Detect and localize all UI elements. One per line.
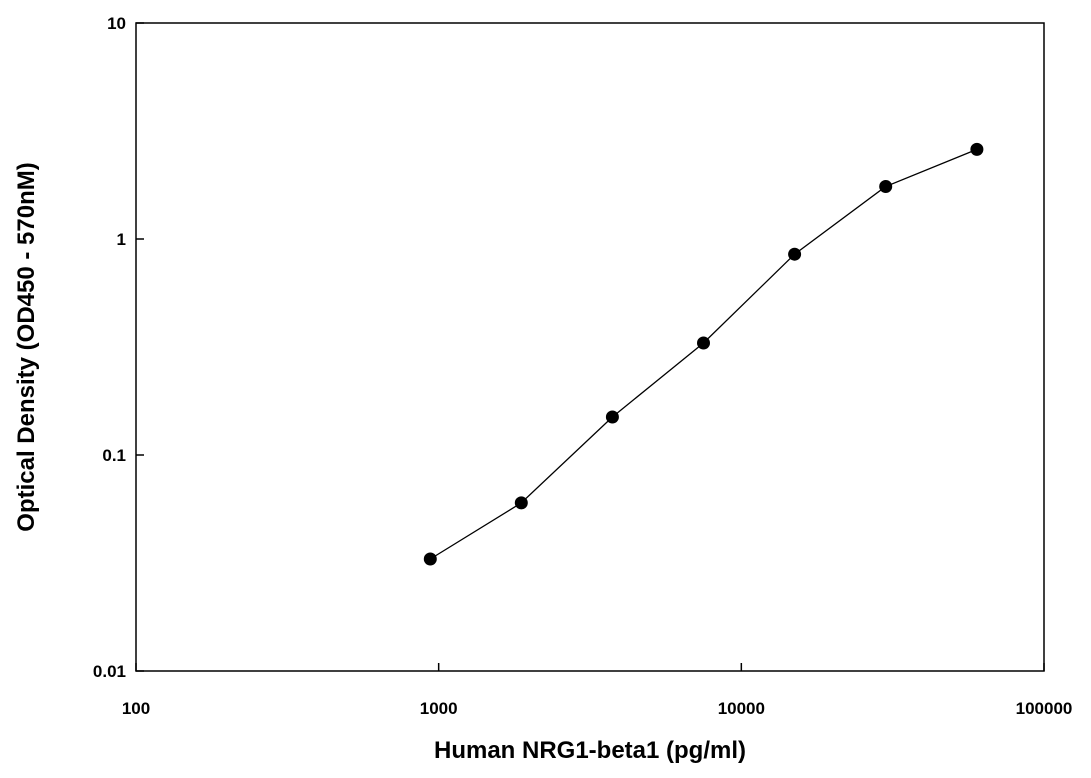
- x-axis-title: Human NRG1-beta1 (pg/ml): [434, 737, 746, 764]
- y-tick-label: 0.01: [93, 662, 126, 681]
- x-tick-label: 10000: [718, 699, 765, 718]
- x-axis: 100 1000 10000 100000: [122, 663, 1073, 718]
- x-tick-label: 1000: [420, 699, 458, 718]
- y-tick-label: 0.1: [102, 446, 126, 465]
- data-point: [788, 247, 802, 261]
- y-tick-label: 10: [107, 14, 126, 33]
- y-axis: 0.01 0.1 1 10: [93, 14, 144, 681]
- data-point: [970, 142, 984, 156]
- x-tick-label: 100000: [1016, 699, 1073, 718]
- x-tick-label: 100: [122, 699, 150, 718]
- y-tick-label: 1: [117, 230, 126, 249]
- data-point: [514, 496, 528, 510]
- data-point: [879, 180, 893, 193]
- data-point: [697, 336, 710, 350]
- data-point: [423, 552, 437, 566]
- series-line: [429, 148, 978, 560]
- data-point: [605, 410, 619, 424]
- y-axis-title: Optical Density (OD450 - 570nM): [13, 162, 40, 531]
- plot-frame: [135, 22, 1045, 672]
- data-points: [423, 142, 984, 566]
